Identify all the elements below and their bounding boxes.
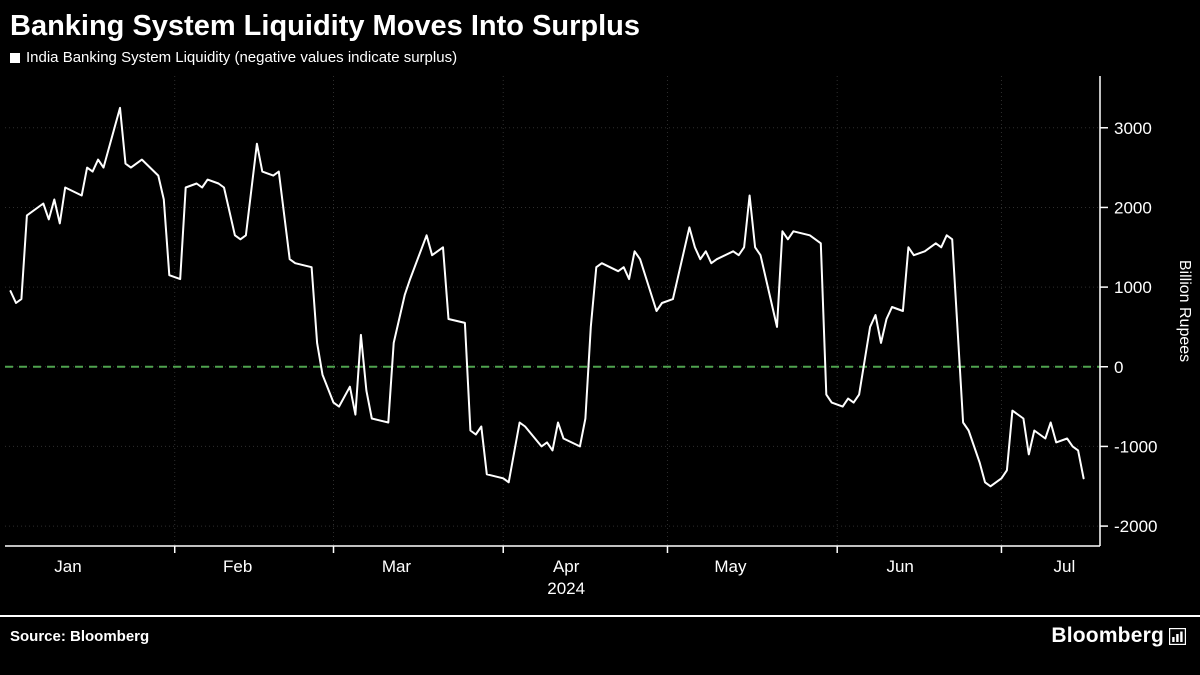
chart-legend: India Banking System Liquidity (negative… bbox=[0, 43, 1200, 68]
x-tick-label: Jul bbox=[1054, 557, 1076, 576]
y-tick-label: 0 bbox=[1114, 358, 1123, 377]
y-tick-label: 1000 bbox=[1114, 278, 1152, 297]
x-tick-label: Apr bbox=[553, 557, 580, 576]
y-tick-label: -2000 bbox=[1114, 517, 1157, 536]
x-tick-label: Feb bbox=[223, 557, 252, 576]
bloomberg-wordmark: Bloomberg bbox=[1051, 624, 1164, 648]
y-tick-label: -1000 bbox=[1114, 438, 1157, 457]
chart-area: 3000 2000 1000 0 -1000 -2000 Jan Feb Mar Apr 2024 M… bbox=[0, 68, 1200, 613]
y-tick-label: 3000 bbox=[1114, 119, 1152, 138]
series-line bbox=[9, 107, 1085, 488]
liquidity-line-chart: 3000 2000 1000 0 -1000 -2000 Jan Feb Mar Apr 2024 M… bbox=[5, 76, 1193, 598]
footer: Source: Bloomberg Bloomberg bbox=[0, 615, 1200, 648]
y-tick-label: 2000 bbox=[1114, 199, 1152, 218]
x-tick-label: Jan bbox=[54, 557, 81, 576]
page-title: Banking System Liquidity Moves Into Surp… bbox=[10, 10, 641, 42]
x-tick-label: Jun bbox=[886, 557, 913, 576]
source-label: Source: Bloomberg bbox=[10, 627, 150, 645]
legend-label: India Banking System Liquidity (negative… bbox=[26, 49, 458, 67]
y-axis-title: Billion Rupees bbox=[1176, 260, 1193, 362]
legend-marker-icon bbox=[10, 52, 20, 63]
x-axis-year-label: 2024 bbox=[547, 579, 585, 598]
bloomberg-chart-icon bbox=[1169, 627, 1186, 645]
x-tick-label: Mar bbox=[382, 557, 412, 576]
x-tick-label: May bbox=[714, 557, 747, 576]
bloomberg-logo: Bloomberg bbox=[1051, 624, 1186, 648]
